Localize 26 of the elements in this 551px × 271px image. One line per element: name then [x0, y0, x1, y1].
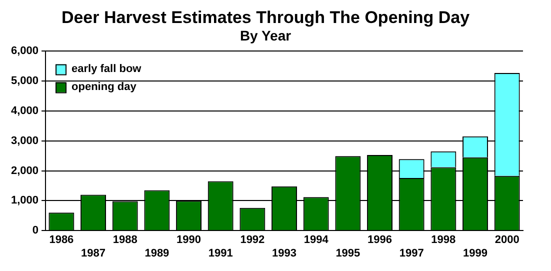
x-tick-label: 1997: [399, 247, 424, 260]
y-tick-label: 2,000: [10, 164, 39, 177]
x-tick-label: 1999: [463, 247, 488, 260]
x-tick-label: 1989: [144, 247, 170, 260]
x-tick-label: 1996: [368, 234, 392, 246]
y-tick-label: 3,000: [10, 134, 39, 147]
x-tick-label: 1988: [112, 234, 138, 246]
x-tick-label: 2000: [494, 234, 520, 246]
x-tick-label: 1987: [81, 247, 106, 260]
y-tick-label: 6,000: [10, 45, 39, 58]
x-tick-label: 1998: [431, 234, 456, 246]
x-tick-label: 1990: [176, 234, 202, 246]
x-tick-label: 1992: [240, 234, 265, 246]
chart-title: Deer Harvest Estimates Through The Opening Day: [61, 8, 470, 27]
x-tick-label: 1995: [336, 247, 360, 260]
x-tick-label: 1993: [272, 247, 297, 260]
y-tick-label: 0: [32, 224, 39, 237]
x-tick-label: 1994: [304, 234, 330, 246]
x-tick-label: 1986: [49, 234, 74, 246]
y-tick-label: 1,000: [10, 194, 39, 207]
x-tick-label: 1991: [208, 247, 233, 260]
chart-subtitle: By Year: [240, 28, 292, 44]
y-tick-label: 5,000: [10, 75, 39, 88]
y-tick-label: 4,000: [10, 105, 39, 118]
legend-label: early fall bow: [72, 63, 142, 76]
legend-label: opening day: [72, 81, 138, 94]
